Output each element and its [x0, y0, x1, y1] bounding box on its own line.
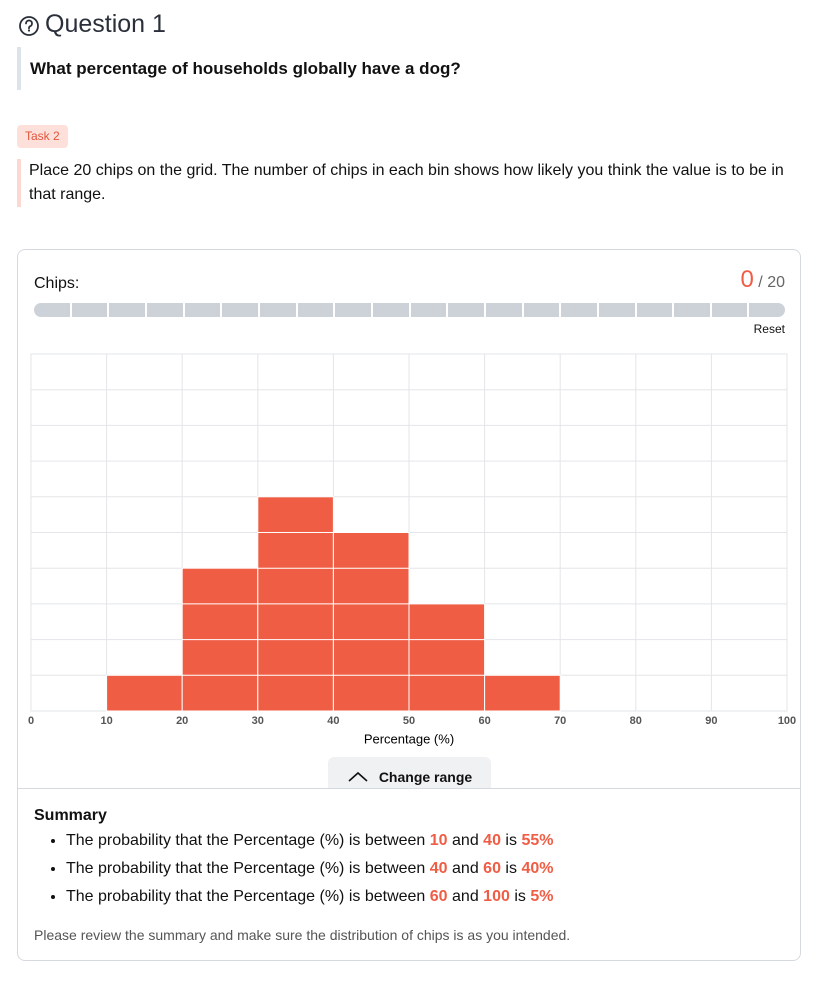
chip-slot [146, 303, 183, 317]
highlight: 60 [483, 860, 501, 877]
highlight: 40 [483, 832, 501, 849]
text: The probability that the Percentage (%) … [66, 888, 426, 905]
card [17, 249, 801, 961]
x-tick-label: 20 [176, 715, 188, 727]
chip-slot [674, 303, 710, 317]
text: and [452, 832, 479, 849]
highlight: 60 [429, 888, 448, 905]
summary-item: The probability that the Percentage (%) … [66, 883, 794, 911]
text: is [505, 860, 517, 877]
x-tick-label: 0 [28, 715, 34, 727]
button-label: Change range [378, 769, 473, 785]
text: is [505, 832, 517, 849]
highlight: 40 [429, 860, 448, 877]
summary-note: Please review the summary and make sure … [34, 927, 571, 943]
text: and [452, 888, 479, 905]
chip-slot [184, 303, 221, 317]
chips-label: Chips: [34, 275, 80, 292]
chip-slot [749, 303, 785, 317]
chip-slot [598, 303, 635, 317]
chip-slot [335, 303, 371, 317]
question-text: What percentage of households globally h… [17, 47, 790, 90]
chip-slot [410, 303, 447, 317]
x-tick-label: 100 [778, 715, 796, 727]
summary-item: The probability that the Percentage (%) … [66, 827, 794, 855]
chip-slot [71, 303, 108, 317]
separator: / [758, 274, 763, 291]
change-range-button[interactable]: Change range [328, 757, 491, 788]
bar [106, 674, 183, 712]
chip-slot [636, 303, 673, 317]
text: The probability that the Percentage (%) … [66, 832, 426, 849]
chip-bar [34, 303, 785, 317]
x-tick-label: 90 [705, 715, 717, 727]
text: is [514, 888, 526, 905]
chip-slot [34, 303, 70, 317]
chip-slot [372, 303, 409, 317]
summary-list: The probability that the Percentage (%) … [34, 827, 794, 911]
chip-slot [297, 303, 334, 317]
question-title: Question 1 [45, 10, 166, 38]
task-badge: Task 2 [17, 125, 68, 148]
chips-total: 20 [767, 274, 785, 291]
summary-title: Summary [34, 807, 107, 824]
chip-slot [711, 303, 748, 317]
reset-button[interactable]: Reset [753, 322, 785, 336]
summary: Summary The probability that the Percenta… [34, 807, 794, 911]
chip-slot [523, 303, 560, 317]
chart[interactable]: 0 10 20 30 40 50 60 70 80 90 100 Percentage (%) [0, 340, 817, 750]
highlight: 55% [521, 832, 554, 849]
divider [18, 788, 800, 789]
chip-slot [561, 303, 597, 317]
x-axis-label: Percentage (%) [364, 731, 454, 746]
highlight: 10 [429, 832, 448, 849]
x-tick-label: 30 [252, 715, 264, 727]
chip-slot [448, 303, 484, 317]
x-tick-label: 60 [478, 715, 490, 727]
text: The probability that the Percentage (%) … [66, 860, 426, 877]
highlight: 5% [530, 888, 554, 905]
text: and [452, 860, 479, 877]
chip-slot [222, 303, 258, 317]
chip-slot [485, 303, 522, 317]
chip-slot [259, 303, 296, 317]
chip-slot [109, 303, 145, 317]
highlight: 40% [521, 860, 554, 877]
x-tick-label: 70 [554, 715, 566, 727]
x-tick-label: 50 [403, 715, 415, 727]
x-tick-label: 10 [100, 715, 112, 727]
bar [332, 532, 410, 712]
chevron-icon [348, 771, 368, 782]
chips-placed: 0 [740, 266, 754, 293]
bar [484, 674, 561, 712]
bar [408, 603, 486, 712]
x-tick-label: 40 [327, 715, 339, 727]
x-tick-label: 80 [630, 715, 642, 727]
chip-count: 0 / 20 [740, 266, 785, 294]
help-icon [19, 16, 39, 36]
summary-item: The probability that the Percentage (%) … [66, 855, 794, 883]
highlight: 100 [483, 888, 510, 905]
instruction: Place 20 chips on the grid. The number o… [17, 159, 804, 207]
